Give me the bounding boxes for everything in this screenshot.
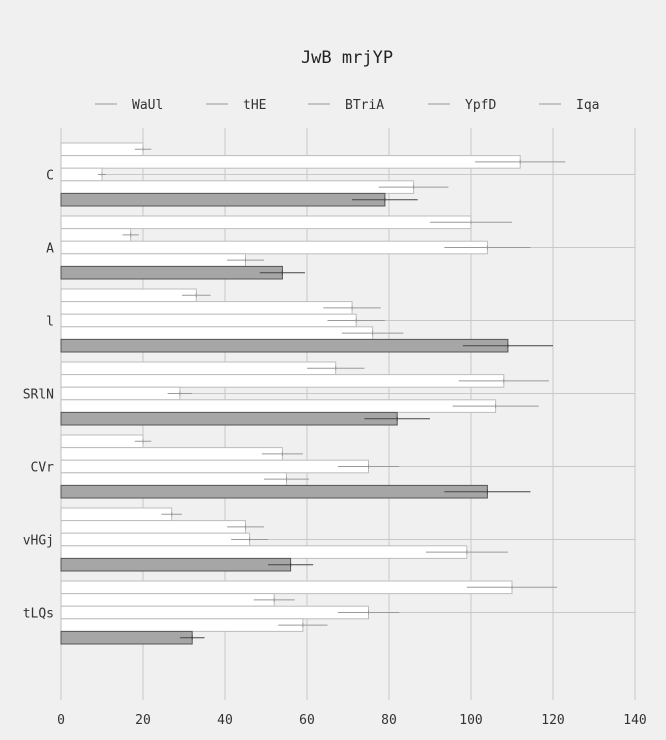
y-tick-label: SRlN xyxy=(23,388,54,403)
bar xyxy=(60,399,497,413)
bar xyxy=(60,605,369,620)
bar xyxy=(60,253,246,267)
y-tick-label: CVr xyxy=(31,461,55,476)
y-tick-label: A xyxy=(46,242,54,257)
y-tick-label: tLQs xyxy=(23,607,54,622)
x-tick-label: 120 xyxy=(541,713,564,728)
bar xyxy=(60,326,374,340)
x-tick-label: 60 xyxy=(299,713,315,728)
legend-label: YpfD xyxy=(465,98,496,113)
bar xyxy=(60,507,173,522)
bar xyxy=(60,338,509,353)
bar xyxy=(60,545,468,559)
bar xyxy=(60,288,197,303)
tick-layer: 0 20 40 60 80 100 120 140 C Al SRlN CVr vHGj tLQs xyxy=(23,169,647,729)
chart-title: JwB mrjYP xyxy=(301,48,393,68)
bar xyxy=(60,580,513,595)
bar xyxy=(60,301,353,315)
bar xyxy=(60,265,283,280)
x-tick-label: 80 xyxy=(381,713,397,728)
bar xyxy=(60,411,398,426)
bar xyxy=(60,228,132,242)
x-tick-label: 20 xyxy=(135,713,151,728)
bar xyxy=(60,532,251,547)
bar xyxy=(60,167,103,182)
x-tick-label: 40 xyxy=(217,713,233,728)
bar xyxy=(60,313,357,328)
bar xyxy=(60,374,505,388)
y-tick-label: vHGj xyxy=(23,534,54,549)
bar xyxy=(60,180,415,194)
bar xyxy=(60,142,144,157)
bar xyxy=(60,557,292,572)
bar xyxy=(60,593,275,607)
legend-label: Iqa xyxy=(576,98,599,113)
x-tick-label: 140 xyxy=(623,713,646,728)
legend-label: WaUl xyxy=(132,98,163,113)
bar xyxy=(60,155,521,169)
bar xyxy=(60,361,337,376)
bar xyxy=(60,192,386,207)
bar xyxy=(60,520,246,534)
bar xyxy=(60,472,287,486)
legend: WaUl tHE BTriA YpfD Iqa xyxy=(95,98,599,113)
bar xyxy=(60,447,283,461)
bar xyxy=(60,240,488,255)
bar xyxy=(60,484,488,499)
x-tick-label: 100 xyxy=(459,713,482,728)
bar xyxy=(60,386,181,401)
y-tick-label: C xyxy=(46,169,54,184)
y-tick-label: l xyxy=(46,315,54,330)
bar xyxy=(60,618,304,632)
bar-layer xyxy=(60,142,566,645)
x-tick-label: 0 xyxy=(57,713,65,728)
legend-label: tHE xyxy=(243,98,266,113)
bar xyxy=(60,434,144,449)
legend-label: BTriA xyxy=(345,98,384,113)
bar xyxy=(60,459,369,474)
bar xyxy=(60,215,472,230)
bar xyxy=(60,630,193,645)
